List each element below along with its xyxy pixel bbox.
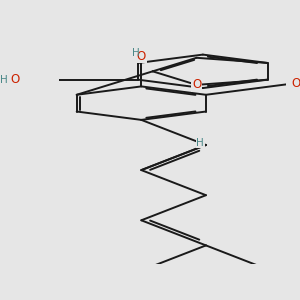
- Text: O: O: [291, 77, 300, 90]
- Text: O: O: [11, 73, 20, 86]
- Text: H: H: [0, 75, 8, 85]
- Text: H: H: [196, 138, 204, 148]
- Text: H: H: [132, 48, 140, 58]
- Text: O: O: [192, 78, 201, 92]
- Text: O: O: [137, 50, 146, 63]
